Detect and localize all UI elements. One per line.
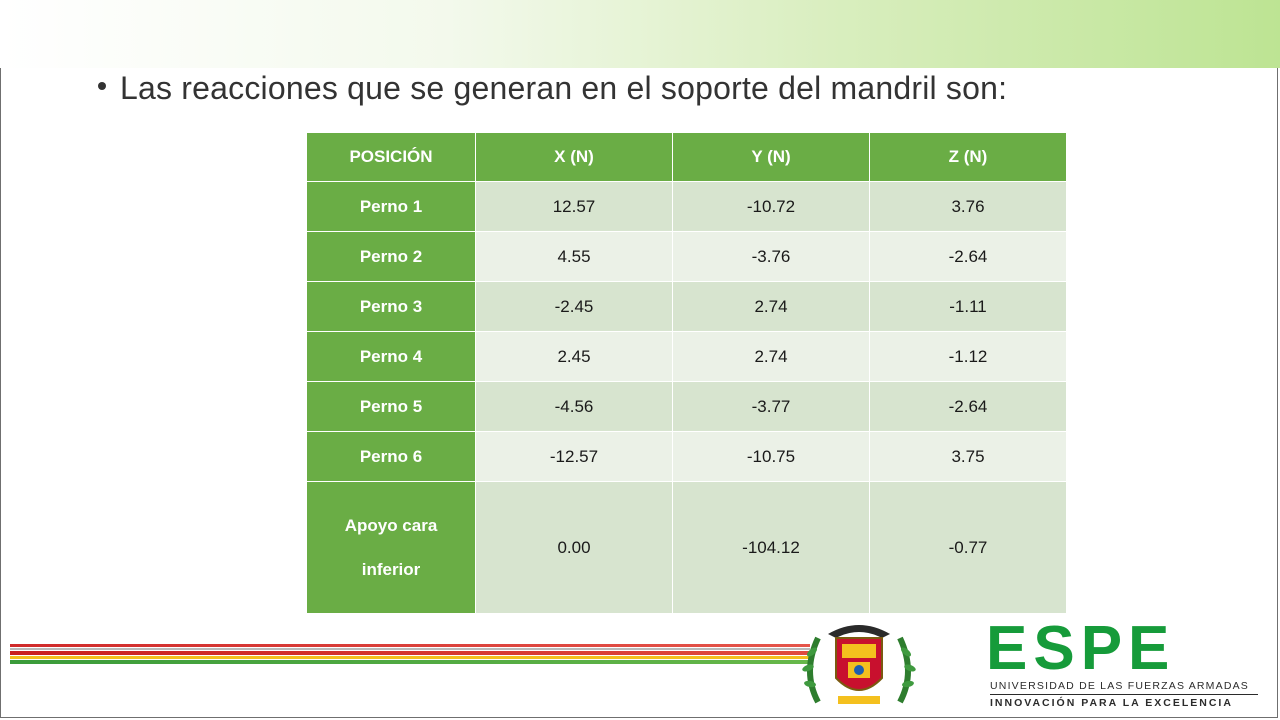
cell-x: -2.45 [475, 281, 673, 332]
bullet-dot-icon [98, 81, 106, 90]
footer-stripes [10, 644, 810, 668]
cell-z: 3.76 [869, 181, 1067, 232]
row-label-line-1: Apoyo cara [344, 515, 438, 535]
row-label: Perno 4 [306, 331, 476, 382]
bullet-text: Las reacciones que se generan en el sopo… [120, 70, 1008, 106]
cell-x: -12.57 [475, 431, 673, 482]
cell-x: 0.00 [475, 481, 673, 614]
cell-z: -2.64 [869, 231, 1067, 282]
stripe-yellow [10, 656, 810, 659]
cell-y: -10.72 [672, 181, 870, 232]
table-row: Perno 6 -12.57 -10.75 3.75 [306, 431, 1067, 482]
reactions-table: POSICIÓN X (N) Y (N) Z (N) Perno 1 12.57… [306, 132, 1067, 614]
cell-x: 2.45 [475, 331, 673, 382]
espe-logo-word: ESPE [986, 614, 1176, 683]
cell-z: -1.11 [869, 281, 1067, 332]
stripe-red [10, 651, 810, 655]
cell-y: -3.77 [672, 381, 870, 432]
cell-x: -4.56 [475, 381, 673, 432]
espe-logo-divider [990, 694, 1258, 695]
cell-z: -2.64 [869, 381, 1067, 432]
header-gradient-band [0, 0, 1280, 68]
table-row: Perno 2 4.55 -3.76 -2.64 [306, 231, 1067, 282]
cell-y: -3.76 [672, 231, 870, 282]
cell-y: 2.74 [672, 281, 870, 332]
row-label: Perno 1 [306, 181, 476, 232]
cell-x: 12.57 [475, 181, 673, 232]
row-label: Perno 5 [306, 381, 476, 432]
row-label: Perno 6 [306, 431, 476, 482]
header-x: X (N) [475, 132, 673, 182]
header-y: Y (N) [672, 132, 870, 182]
cell-x: 4.55 [475, 231, 673, 282]
row-label: Perno 3 [306, 281, 476, 332]
cell-z: -0.77 [869, 481, 1067, 614]
stripe-gray [10, 648, 810, 650]
header-position: POSICIÓN [306, 132, 476, 182]
stripe-green [10, 660, 810, 664]
cell-z: -1.12 [869, 331, 1067, 382]
cell-y: 2.74 [672, 331, 870, 382]
row-label-line-2: inferior [361, 559, 421, 579]
espe-logo-tagline: INNOVACIÓN PARA LA EXCELENCIA [990, 697, 1233, 709]
table-header-row: POSICIÓN X (N) Y (N) Z (N) [306, 132, 1067, 182]
cell-y: -104.12 [672, 481, 870, 614]
table-row: Apoyo cara inferior 0.00 -104.12 -0.77 [306, 481, 1067, 614]
cell-y: -10.75 [672, 431, 870, 482]
crest-emblem-icon [802, 625, 916, 704]
espe-logo: ESPE UNIVERSIDAD DE LAS FUERZAS ARMADAS … [986, 618, 1268, 714]
espe-logo-subtitle: UNIVERSIDAD DE LAS FUERZAS ARMADAS [990, 680, 1250, 692]
row-label: Apoyo cara inferior [306, 481, 476, 614]
row-label: Perno 2 [306, 231, 476, 282]
cell-z: 3.75 [869, 431, 1067, 482]
table-row: Perno 5 -4.56 -3.77 -2.64 [306, 381, 1067, 432]
table-row: Perno 3 -2.45 2.74 -1.11 [306, 281, 1067, 332]
table-row: Perno 4 2.45 2.74 -1.12 [306, 331, 1067, 382]
table-row: Perno 1 12.57 -10.72 3.76 [306, 181, 1067, 232]
header-z: Z (N) [869, 132, 1067, 182]
stripe-red [10, 644, 810, 647]
bullet-item: Las reacciones que se generan en el sopo… [98, 70, 1007, 107]
